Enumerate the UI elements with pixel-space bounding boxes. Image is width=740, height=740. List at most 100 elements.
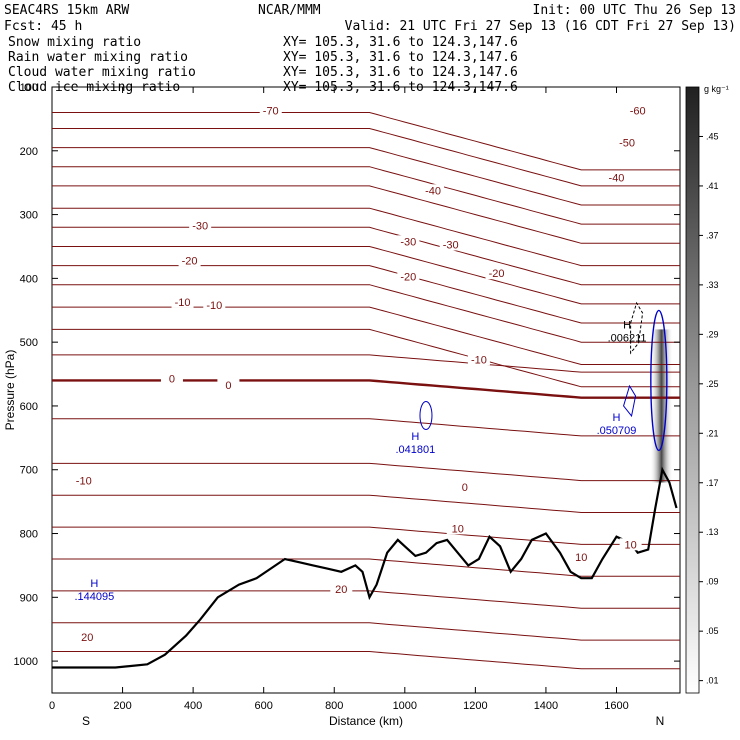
label-bg [72, 474, 95, 487]
x-tick-label: 1400 [534, 700, 558, 712]
y-tick-label: 600 [20, 401, 38, 413]
legend-xy: XY= 105.3, 31.6 to 124.3,147.6 [283, 65, 518, 80]
x-tick-label: 1000 [393, 700, 417, 712]
isotherm [52, 265, 680, 324]
colorbar-tick-label: .01 [706, 676, 719, 686]
x-tick-label: 400 [184, 700, 202, 712]
isotherm [52, 128, 680, 187]
y-axis-label: Pressure (hPa) [3, 350, 17, 431]
label-bg [485, 267, 508, 280]
colorbar-tick-label: .09 [706, 577, 719, 587]
isotherm [52, 185, 680, 244]
model-title: SEAC4RS 15km ARW [4, 3, 129, 18]
isotherm [52, 284, 680, 343]
isotherm [52, 462, 680, 482]
maximum-marker: H [90, 578, 98, 590]
cloud-ice-contour [630, 301, 644, 355]
plot-body: -70 -60 -50 -40 -40 -30 -30 -30 -20 -20 -20 -10 -10 -… [52, 104, 680, 670]
label-bg [605, 171, 628, 184]
colorbar-tick-label: .37 [706, 230, 719, 240]
isotherm-lines [52, 112, 680, 670]
temperature-label: -20 [489, 268, 505, 280]
maximum-value: .050709 [597, 425, 637, 437]
label-bg [397, 270, 420, 283]
isotherm [52, 651, 680, 670]
left-endpoint-label: S [82, 714, 90, 728]
temperature-label: -40 [425, 185, 441, 197]
temperature-labels: -70 -60 -50 -40 -40 -30 -30 -30 -20 -20 -20 -10 -10 -… [72, 104, 649, 644]
temperature-label: 10 [624, 539, 636, 551]
maximum-marker: H [613, 412, 621, 424]
temperature-label: -10 [175, 297, 191, 309]
label-bg [330, 582, 353, 595]
legend-entry: Snow mixing ratio [8, 35, 141, 50]
label-bg [626, 104, 649, 117]
isotherm [52, 494, 680, 513]
colorbar-tick-label: .21 [706, 428, 719, 438]
colorbar-tick-label: .05 [706, 626, 719, 636]
colorbar-unit: g kg⁻¹ [704, 84, 729, 94]
label-bg [616, 136, 639, 149]
center-label: NCAR/MMM [258, 3, 321, 18]
cloud-ice-shading [650, 329, 673, 483]
colorbar-ticks: .01 .05 .09 .13 .17 .21 .25 .29 .33 .37 .41 .45 [699, 131, 719, 686]
isotherm [52, 379, 680, 399]
temperature-label: -60 [630, 106, 646, 118]
temperature-label: 0 [462, 482, 468, 494]
terrain-line [52, 466, 678, 669]
isotherm [52, 147, 680, 206]
isotherm [52, 590, 680, 609]
colorbar-tick-label: .33 [706, 280, 719, 290]
temperature-label: -50 [619, 137, 635, 149]
label-bg [171, 295, 194, 308]
temperature-label: 10 [575, 552, 587, 564]
label-bg [160, 372, 183, 385]
colorbar-tick-label: .17 [706, 478, 719, 488]
label-bg [453, 480, 476, 493]
label-bg [76, 630, 99, 643]
y-tick-label: 300 [20, 210, 38, 222]
right-endpoint-label: N [656, 714, 665, 728]
x-tick-label: 200 [113, 700, 131, 712]
temperature-label: -20 [182, 255, 198, 267]
isotherm [52, 354, 680, 373]
legend-xy: XY= 105.3, 31.6 to 124.3,147.6 [283, 35, 518, 50]
colorbar-tick-label: .45 [706, 131, 719, 141]
x-tick-label: 600 [255, 700, 273, 712]
y-tick-label: 400 [20, 273, 38, 285]
maximum-value: .006211 [608, 333, 647, 345]
label-bg [570, 551, 593, 564]
y-tick-label: 900 [20, 592, 38, 604]
x-tick-label: 1600 [604, 700, 628, 712]
y-tick-label: 200 [20, 146, 38, 158]
label-bg [189, 219, 212, 232]
x-tick-label: 1200 [463, 700, 487, 712]
temperature-label: -40 [609, 172, 625, 184]
plot-frame [51, 86, 681, 694]
legend-xy: XY= 105.3, 31.6 to 124.3,147.6 [283, 50, 518, 65]
label-bg [467, 353, 490, 366]
cloud-water-contour [622, 384, 637, 418]
label-bg [422, 184, 445, 197]
cloud-water-contours [419, 301, 668, 452]
maximum-marker: H [623, 320, 631, 332]
colorbar [685, 86, 700, 694]
cloud-water-contour [419, 401, 433, 431]
temperature-label: 20 [81, 632, 93, 644]
isotherm [52, 166, 680, 225]
temperature-label: -20 [400, 271, 416, 283]
y-tick-label: 1000 [14, 656, 38, 668]
temperature-label: 10 [452, 523, 464, 535]
maximum-value: .144095 [74, 591, 114, 603]
isotherm [52, 306, 680, 365]
maximum-marker: H [411, 431, 419, 443]
x-axis-label: Distance (km) [329, 714, 403, 728]
y-tick-label: 100 [20, 82, 38, 94]
y-tick-label: 500 [20, 337, 38, 349]
colorbar-tick-label: .29 [706, 329, 719, 339]
label-bg [619, 538, 642, 551]
colorbar-tick-label: .25 [706, 379, 719, 389]
